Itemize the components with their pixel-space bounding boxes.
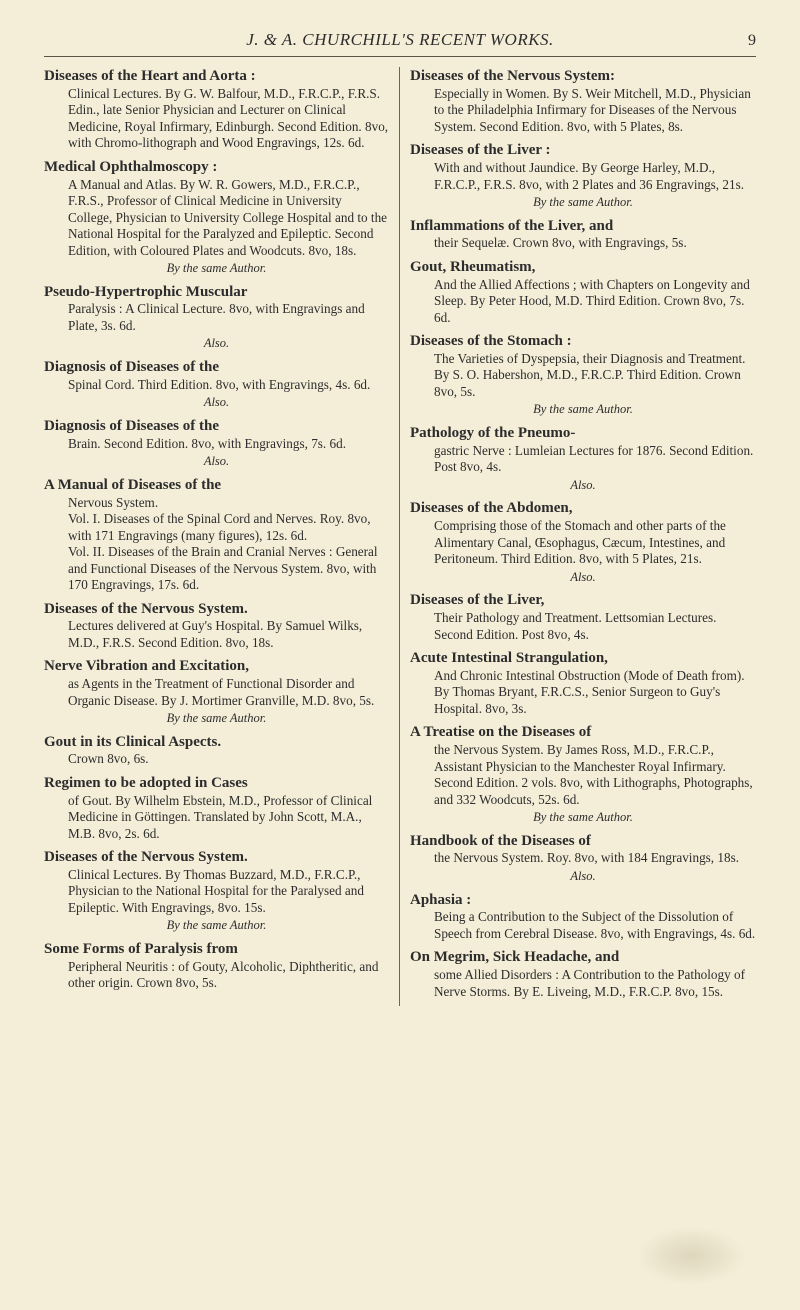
entry-title: Diseases of the Abdomen,	[410, 500, 573, 516]
entry-body: With and without Jaundice. By George Har…	[410, 160, 756, 193]
entry-title: Regimen to be adopted in Cases	[44, 775, 248, 791]
entry-title: Some Forms of Paralysis from	[44, 941, 238, 957]
entry-body: Lectures delivered at Guy's Hospital. By…	[44, 618, 389, 651]
also-label: Also.	[410, 570, 756, 586]
byline: By the same Author.	[44, 711, 389, 727]
entry-title: Diseases of the Stomach :	[410, 333, 572, 349]
running-title: J. & A. CHURCHILL'S RECENT WORKS.	[64, 30, 736, 50]
entry-title: Gout, Rheumatism,	[410, 259, 535, 275]
entry-gout-clinical: Gout in its Clinical Aspects. Crown 8vo,…	[44, 733, 389, 768]
entry-title: Nerve Vibration and Excitation,	[44, 658, 249, 674]
entry-gout-rheumatism: Gout, Rheumatism, And the Allied Affecti…	[410, 258, 756, 326]
entry-title: Handbook of the Diseases of	[410, 833, 591, 849]
entry-title: Gout in its Clinical Aspects.	[44, 734, 221, 750]
right-column: Diseases of the Nervous System: Especial…	[400, 67, 756, 1006]
entry-body: the Nervous System. By James Ross, M.D.,…	[410, 742, 756, 808]
entry-diseases-nervous-wilks: Diseases of the Nervous System. Lectures…	[44, 600, 389, 652]
entry-body: Especially in Women. By S. Weir Mitchell…	[410, 86, 756, 136]
entry-title: Pathology of the Pneumo-	[410, 425, 575, 441]
entry-body: Comprising those of the Stomach and othe…	[410, 518, 756, 568]
entry-body: A Manual and Atlas. By W. R. Gowers, M.D…	[44, 177, 389, 260]
entry-title: A Treatise on the Diseases of	[410, 724, 591, 740]
entry-handbook-nervous: Handbook of the Diseases of the Nervous …	[410, 832, 756, 885]
entry-body: Spinal Cord. Third Edition. 8vo, with En…	[44, 377, 389, 394]
entry-diseases-nervous-buzzard: Diseases of the Nervous System. Clinical…	[44, 848, 389, 934]
entry-body-vol1: Vol. I. Diseases of the Spinal Cord and …	[44, 511, 389, 544]
also-label: Also.	[44, 454, 389, 470]
entry-title: A Manual of Diseases of the	[44, 477, 221, 493]
entry-body: as Agents in the Treatment of Functional…	[44, 676, 389, 709]
byline: By the same Author.	[44, 261, 389, 277]
entry-aphasia: Aphasia : Being a Contribution to the Su…	[410, 891, 756, 943]
entry-abdomen: Diseases of the Abdomen, Comprising thos…	[410, 499, 756, 585]
entry-body-vol2: Vol. II. Diseases of the Brain and Crani…	[44, 544, 389, 594]
entry-title: Pseudo-Hypertrophic Muscular	[44, 284, 247, 300]
page-number: 9	[736, 32, 756, 50]
entry-ophthalmoscopy: Medical Ophthalmoscopy : A Manual and At…	[44, 158, 389, 277]
entry-title: Medical Ophthalmoscopy :	[44, 159, 217, 175]
page: J. & A. CHURCHILL'S RECENT WORKS. 9 Dise…	[0, 0, 800, 1310]
entry-body: Their Pathology and Treatment. Lettsomia…	[410, 610, 756, 643]
entry-body: some Allied Disorders : A Contribution t…	[410, 967, 756, 1000]
entry-title: Diseases of the Liver,	[410, 592, 544, 608]
entry-body: Clinical Lectures. By Thomas Buzzard, M.…	[44, 867, 389, 917]
entry-body: Paralysis : A Clinical Lecture. 8vo, wit…	[44, 301, 389, 334]
entry-body: Clinical Lectures. By G. W. Balfour, M.D…	[44, 86, 389, 152]
entry-body: Peripheral Neuritis : of Gouty, Alcoholi…	[44, 959, 389, 992]
entry-body: The Varieties of Dyspepsia, their Diagno…	[410, 351, 756, 401]
entry-body: Crown 8vo, 6s.	[44, 751, 389, 768]
entry-megrim: On Megrim, Sick Headache, and some Allie…	[410, 948, 756, 1000]
entry-diagnosis-brain: Diagnosis of Diseases of the Brain. Seco…	[44, 417, 389, 470]
byline: By the same Author.	[44, 918, 389, 934]
entry-manual-nervous: A Manual of Diseases of the Nervous Syst…	[44, 476, 389, 594]
entry-title: Diseases of the Nervous System.	[44, 849, 248, 865]
entry-body: gastric Nerve : Lumleian Lectures for 18…	[410, 443, 756, 476]
entry-title: Diagnosis of Diseases of the	[44, 359, 219, 375]
entry-heart-aorta: Diseases of the Heart and Aorta : Clinic…	[44, 67, 389, 152]
entry-subtitle: Nervous System.	[44, 495, 389, 512]
entry-body: And Chronic Intestinal Obstruction (Mode…	[410, 668, 756, 718]
entry-title: On Megrim, Sick Headache, and	[410, 949, 619, 965]
entry-liver-lettsomian: Diseases of the Liver, Their Pathology a…	[410, 591, 756, 643]
entry-body: the Nervous System. Roy. 8vo, with 184 E…	[410, 850, 756, 867]
entry-forms-paralysis: Some Forms of Paralysis from Peripheral …	[44, 940, 389, 992]
entry-intestinal-strangulation: Acute Intestinal Strangulation, And Chro…	[410, 649, 756, 717]
byline: By the same Author.	[410, 810, 756, 826]
entry-title: Diseases of the Nervous System.	[44, 601, 248, 617]
entry-liver-jaundice: Diseases of the Liver : With and without…	[410, 141, 756, 210]
entry-pseudo-hypertrophic: Pseudo-Hypertrophic Muscular Paralysis :…	[44, 283, 389, 352]
entry-treatise-nervous: A Treatise on the Diseases of the Nervou…	[410, 723, 756, 825]
entry-body: And the Allied Affections ; with Chapter…	[410, 277, 756, 327]
byline: By the same Author.	[410, 402, 756, 418]
byline: By the same Author.	[410, 195, 756, 211]
entry-title: Inflammations of the Liver, and	[410, 218, 613, 234]
entry-diagnosis-spinal: Diagnosis of Diseases of the Spinal Cord…	[44, 358, 389, 411]
entry-title: Diagnosis of Diseases of the	[44, 418, 219, 434]
running-head: J. & A. CHURCHILL'S RECENT WORKS. 9	[44, 30, 756, 57]
entry-title: Diseases of the Nervous System:	[410, 68, 615, 84]
entry-title: Diseases of the Heart and Aorta :	[44, 68, 256, 84]
entry-title: Aphasia :	[410, 892, 471, 908]
entry-body: their Sequelæ. Crown 8vo, with Engraving…	[410, 235, 756, 252]
entry-stomach: Diseases of the Stomach : The Varieties …	[410, 332, 756, 418]
left-column: Diseases of the Heart and Aorta : Clinic…	[44, 67, 400, 1006]
column-container: Diseases of the Heart and Aorta : Clinic…	[44, 67, 756, 1006]
entry-title: Diseases of the Liver :	[410, 142, 551, 158]
also-label: Also.	[44, 395, 389, 411]
entry-nerve-vibration: Nerve Vibration and Excitation, as Agent…	[44, 657, 389, 726]
entry-regimen-gout: Regimen to be adopted in Cases of Gout. …	[44, 774, 389, 842]
also-label: Also.	[44, 336, 389, 352]
entry-nervous-women: Diseases of the Nervous System: Especial…	[410, 67, 756, 135]
entry-body: of Gout. By Wilhelm Ebstein, M.D., Profe…	[44, 793, 389, 843]
also-label: Also.	[410, 478, 756, 494]
entry-pneumogastric: Pathology of the Pneumo- gastric Nerve :…	[410, 424, 756, 493]
entry-body: Brain. Second Edition. 8vo, with Engravi…	[44, 436, 389, 453]
also-label: Also.	[410, 869, 756, 885]
entry-title: Acute Intestinal Strangulation,	[410, 650, 608, 666]
page-stain	[636, 1226, 746, 1286]
entry-inflammations-liver: Inflammations of the Liver, and their Se…	[410, 217, 756, 252]
entry-body: Being a Contribution to the Subject of t…	[410, 909, 756, 942]
